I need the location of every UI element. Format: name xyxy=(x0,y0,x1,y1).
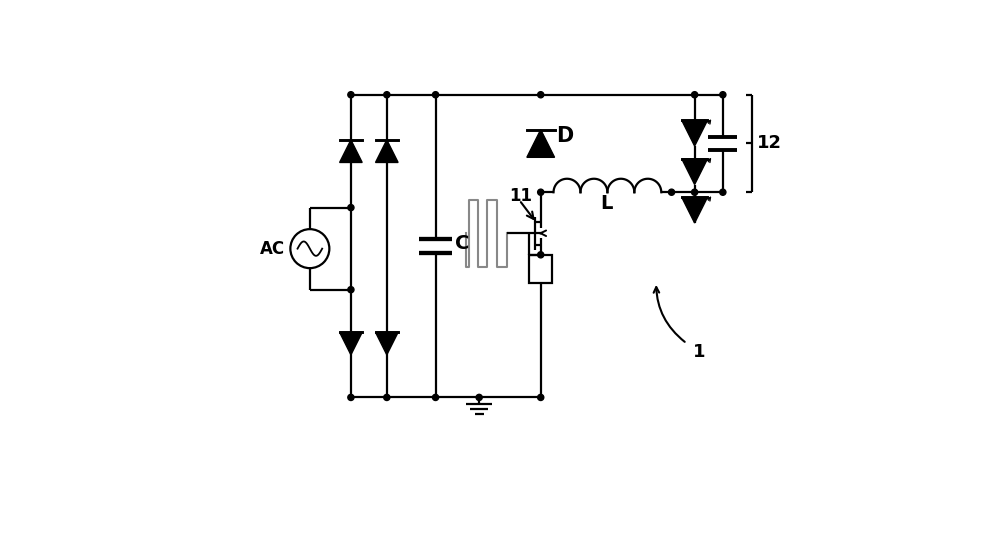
Text: AC: AC xyxy=(260,240,285,257)
Circle shape xyxy=(476,394,482,400)
Circle shape xyxy=(348,394,354,400)
Text: D: D xyxy=(556,126,573,146)
Polygon shape xyxy=(682,120,707,146)
Polygon shape xyxy=(682,159,707,184)
Circle shape xyxy=(538,252,544,258)
Circle shape xyxy=(538,92,544,98)
Circle shape xyxy=(538,394,544,400)
Polygon shape xyxy=(376,332,398,355)
Text: 11: 11 xyxy=(509,187,532,205)
Circle shape xyxy=(692,189,698,195)
Text: L: L xyxy=(600,193,612,213)
Circle shape xyxy=(348,287,354,293)
Circle shape xyxy=(348,92,354,98)
Circle shape xyxy=(384,92,390,98)
Circle shape xyxy=(692,92,698,98)
Circle shape xyxy=(720,92,726,98)
Polygon shape xyxy=(527,130,555,157)
Text: 1: 1 xyxy=(693,343,706,361)
Circle shape xyxy=(720,189,726,195)
Circle shape xyxy=(432,92,439,98)
Polygon shape xyxy=(340,332,362,355)
Polygon shape xyxy=(682,197,707,223)
Circle shape xyxy=(384,394,390,400)
Circle shape xyxy=(538,189,544,195)
Circle shape xyxy=(668,189,675,195)
Bar xyxy=(529,255,552,283)
Circle shape xyxy=(348,205,354,211)
Text: C: C xyxy=(455,234,469,253)
Text: 12: 12 xyxy=(757,134,782,152)
Circle shape xyxy=(432,394,439,400)
Polygon shape xyxy=(340,140,362,163)
Polygon shape xyxy=(376,140,398,163)
